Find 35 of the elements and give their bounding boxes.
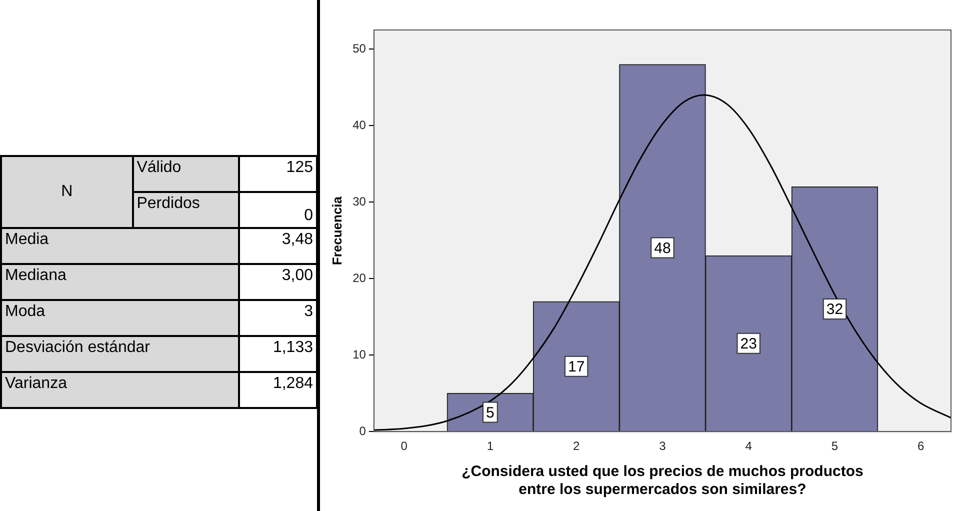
data-label: 17 (568, 358, 585, 376)
text: 0 (239, 192, 317, 228)
x-axis-title: ¿Considera usted que los precios de muchos productos entre los supermercados son similares? (462, 463, 864, 498)
x-tick-label: 4 (745, 439, 752, 454)
y-tick-label: 20 (352, 270, 366, 285)
y-tick-label: 30 (352, 194, 366, 208)
x-tick-label: 2 (573, 439, 580, 454)
y-tick-label: 0 (359, 424, 366, 438)
text: Varianza (1, 372, 240, 408)
x-tick-label: 0 (400, 439, 408, 454)
x-tick-label: 5 (831, 439, 838, 454)
text: 1,284 (239, 372, 317, 408)
data-label: 23 (740, 336, 757, 353)
data-label: 48 (654, 240, 671, 257)
text: Válido (132, 156, 240, 192)
y-tick-label: 40 (352, 118, 366, 132)
text: Perdidos (132, 192, 240, 228)
y-axis-title: Frecuencia (329, 196, 344, 266)
data-label: 5 (486, 404, 494, 422)
data-label: 32 (826, 301, 844, 318)
x-tick-label: 3 (659, 439, 666, 454)
text: 3,48 (239, 228, 317, 264)
text: N (1, 156, 133, 228)
text: 3 (239, 300, 317, 336)
text: Desviación estándar (1, 336, 240, 372)
y-tick-label: 50 (352, 41, 366, 56)
x-tick-label: 1 (486, 439, 494, 454)
text: 1,133 (239, 336, 317, 372)
y-tick-label: 10 (352, 347, 366, 362)
text: 3,00 (239, 264, 317, 300)
text: Moda (1, 300, 240, 336)
text: 125 (239, 156, 317, 192)
text: Mediana (1, 264, 240, 300)
text: Media (1, 228, 240, 264)
x-tick-label: 6 (918, 439, 925, 454)
